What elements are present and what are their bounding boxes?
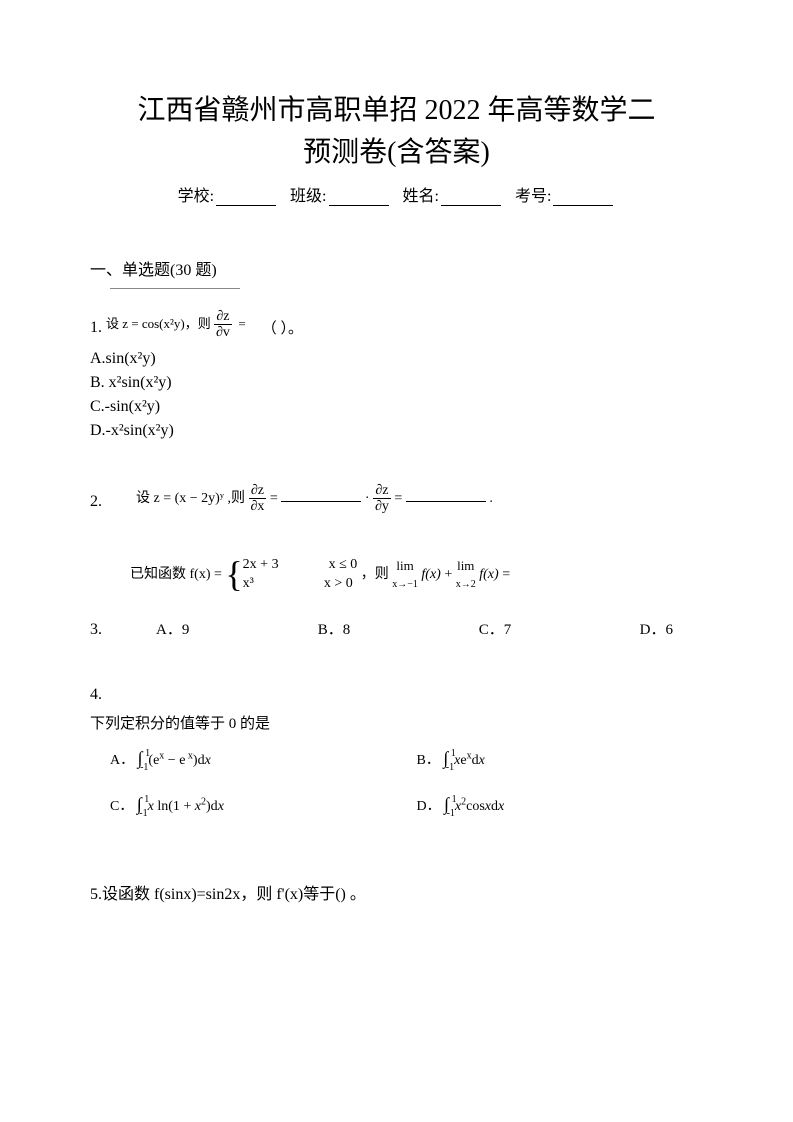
q3-lim2: limx→2 <box>456 556 476 593</box>
q5-text: 5.设函数 f(sinx)=sin2x，则 f'(x)等于() 。 <box>90 886 366 903</box>
school-label: 学校: <box>178 188 214 205</box>
question-3: 已知函数 f(x) = { 2x + 3x ≤ 0 x³x > 0 ，则 lim… <box>90 555 703 643</box>
q3-option-c: C．7 <box>479 618 512 642</box>
q4-option-b: B． ∫ 1-1xexdx <box>417 744 704 776</box>
q3-option-b: B．8 <box>318 618 351 642</box>
q1-options: A.sin(x²y) B. x²sin(x²y) C.-sin(x²y) D.-… <box>90 347 703 443</box>
section-underline <box>110 288 240 289</box>
q1-option-c: C.-sin(x²y) <box>90 395 703 419</box>
q1-stem: 设 z = cos(x²y)，则 ∂z∂v = <box>106 309 246 341</box>
question-2: 2. 设 z = (x − 2y)ʸ ,则 ∂z∂x = · ∂z∂y = . <box>90 483 703 515</box>
title-line-1: 江西省赣州市高职单招 2022 年高等数学二 <box>90 90 703 132</box>
q1-option-d: D.-x²sin(x²y) <box>90 419 703 443</box>
question-4: 4. 下列定积分的值等于 0 的是 A． ∫ 1-1(ex − e x)dx B… <box>90 682 703 822</box>
q2-stem: 设 z = (x − 2y)ʸ ,则 ∂z∂x = · ∂z∂y = . <box>106 483 493 515</box>
student-info-line: 学校: 班级: 姓名: 考号: <box>90 182 703 206</box>
q4-option-d: D． ∫ 1-1x2cosxdx <box>417 790 704 822</box>
q4-title: 下列定积分的值等于 0 的是 <box>90 712 703 736</box>
exam-blank[interactable] <box>553 190 613 206</box>
exam-title: 江西省赣州市高职单招 2022 年高等数学二 预测卷(含答案) <box>90 90 703 174</box>
q3-stem: 已知函数 f(x) = { 2x + 3x ≤ 0 x³x > 0 ，则 lim… <box>90 555 703 594</box>
q2-frac1: ∂z∂x <box>249 483 267 515</box>
title-line-2: 预测卷(含答案) <box>90 132 703 174</box>
class-blank[interactable] <box>329 190 389 206</box>
q1-paren: （ ）。 <box>262 317 303 341</box>
section-1-title: 一、单选题(30 题) <box>90 256 703 280</box>
question-1: 1. 设 z = cos(x²y)，则 ∂z∂v = （ ）。 A.sin(x²… <box>90 309 703 443</box>
q1-number: 1. <box>90 315 102 341</box>
q3-number: 3. <box>90 617 102 643</box>
q2-blank1[interactable] <box>281 488 361 502</box>
q1-fraction: ∂z∂v <box>214 309 232 341</box>
q3-lim1: limx→−1 <box>392 556 418 593</box>
exam-label: 考号: <box>515 188 551 205</box>
question-5: 5.设函数 f(sinx)=sin2x，则 f'(x)等于() 。 <box>90 882 703 908</box>
name-blank[interactable] <box>441 190 501 206</box>
q1-option-a: A.sin(x²y) <box>90 347 703 371</box>
q4-number: 4. <box>90 682 703 708</box>
q4-option-c: C． ∫ 1-1x ln(1 + x2)dx <box>110 790 397 822</box>
class-label: 班级: <box>290 188 326 205</box>
q2-blank2[interactable] <box>406 488 486 502</box>
q4-option-a: A． ∫ 1-1(ex − e x)dx <box>110 744 397 776</box>
q1-option-b: B. x²sin(x²y) <box>90 371 703 395</box>
q2-number: 2. <box>90 489 102 515</box>
q3-piecewise: { 2x + 3x ≤ 0 x³x > 0 <box>225 555 357 594</box>
q3-options: A．9 B．8 C．7 D．6 <box>106 618 703 642</box>
q4-options: A． ∫ 1-1(ex − e x)dx B． ∫ 1-1xexdx C． ∫ … <box>90 744 703 822</box>
q3-option-a: A．9 <box>156 618 189 642</box>
q3-option-d: D．6 <box>640 618 673 642</box>
q2-frac2: ∂z∂y <box>373 483 391 515</box>
school-blank[interactable] <box>216 190 276 206</box>
name-label: 姓名: <box>403 188 439 205</box>
